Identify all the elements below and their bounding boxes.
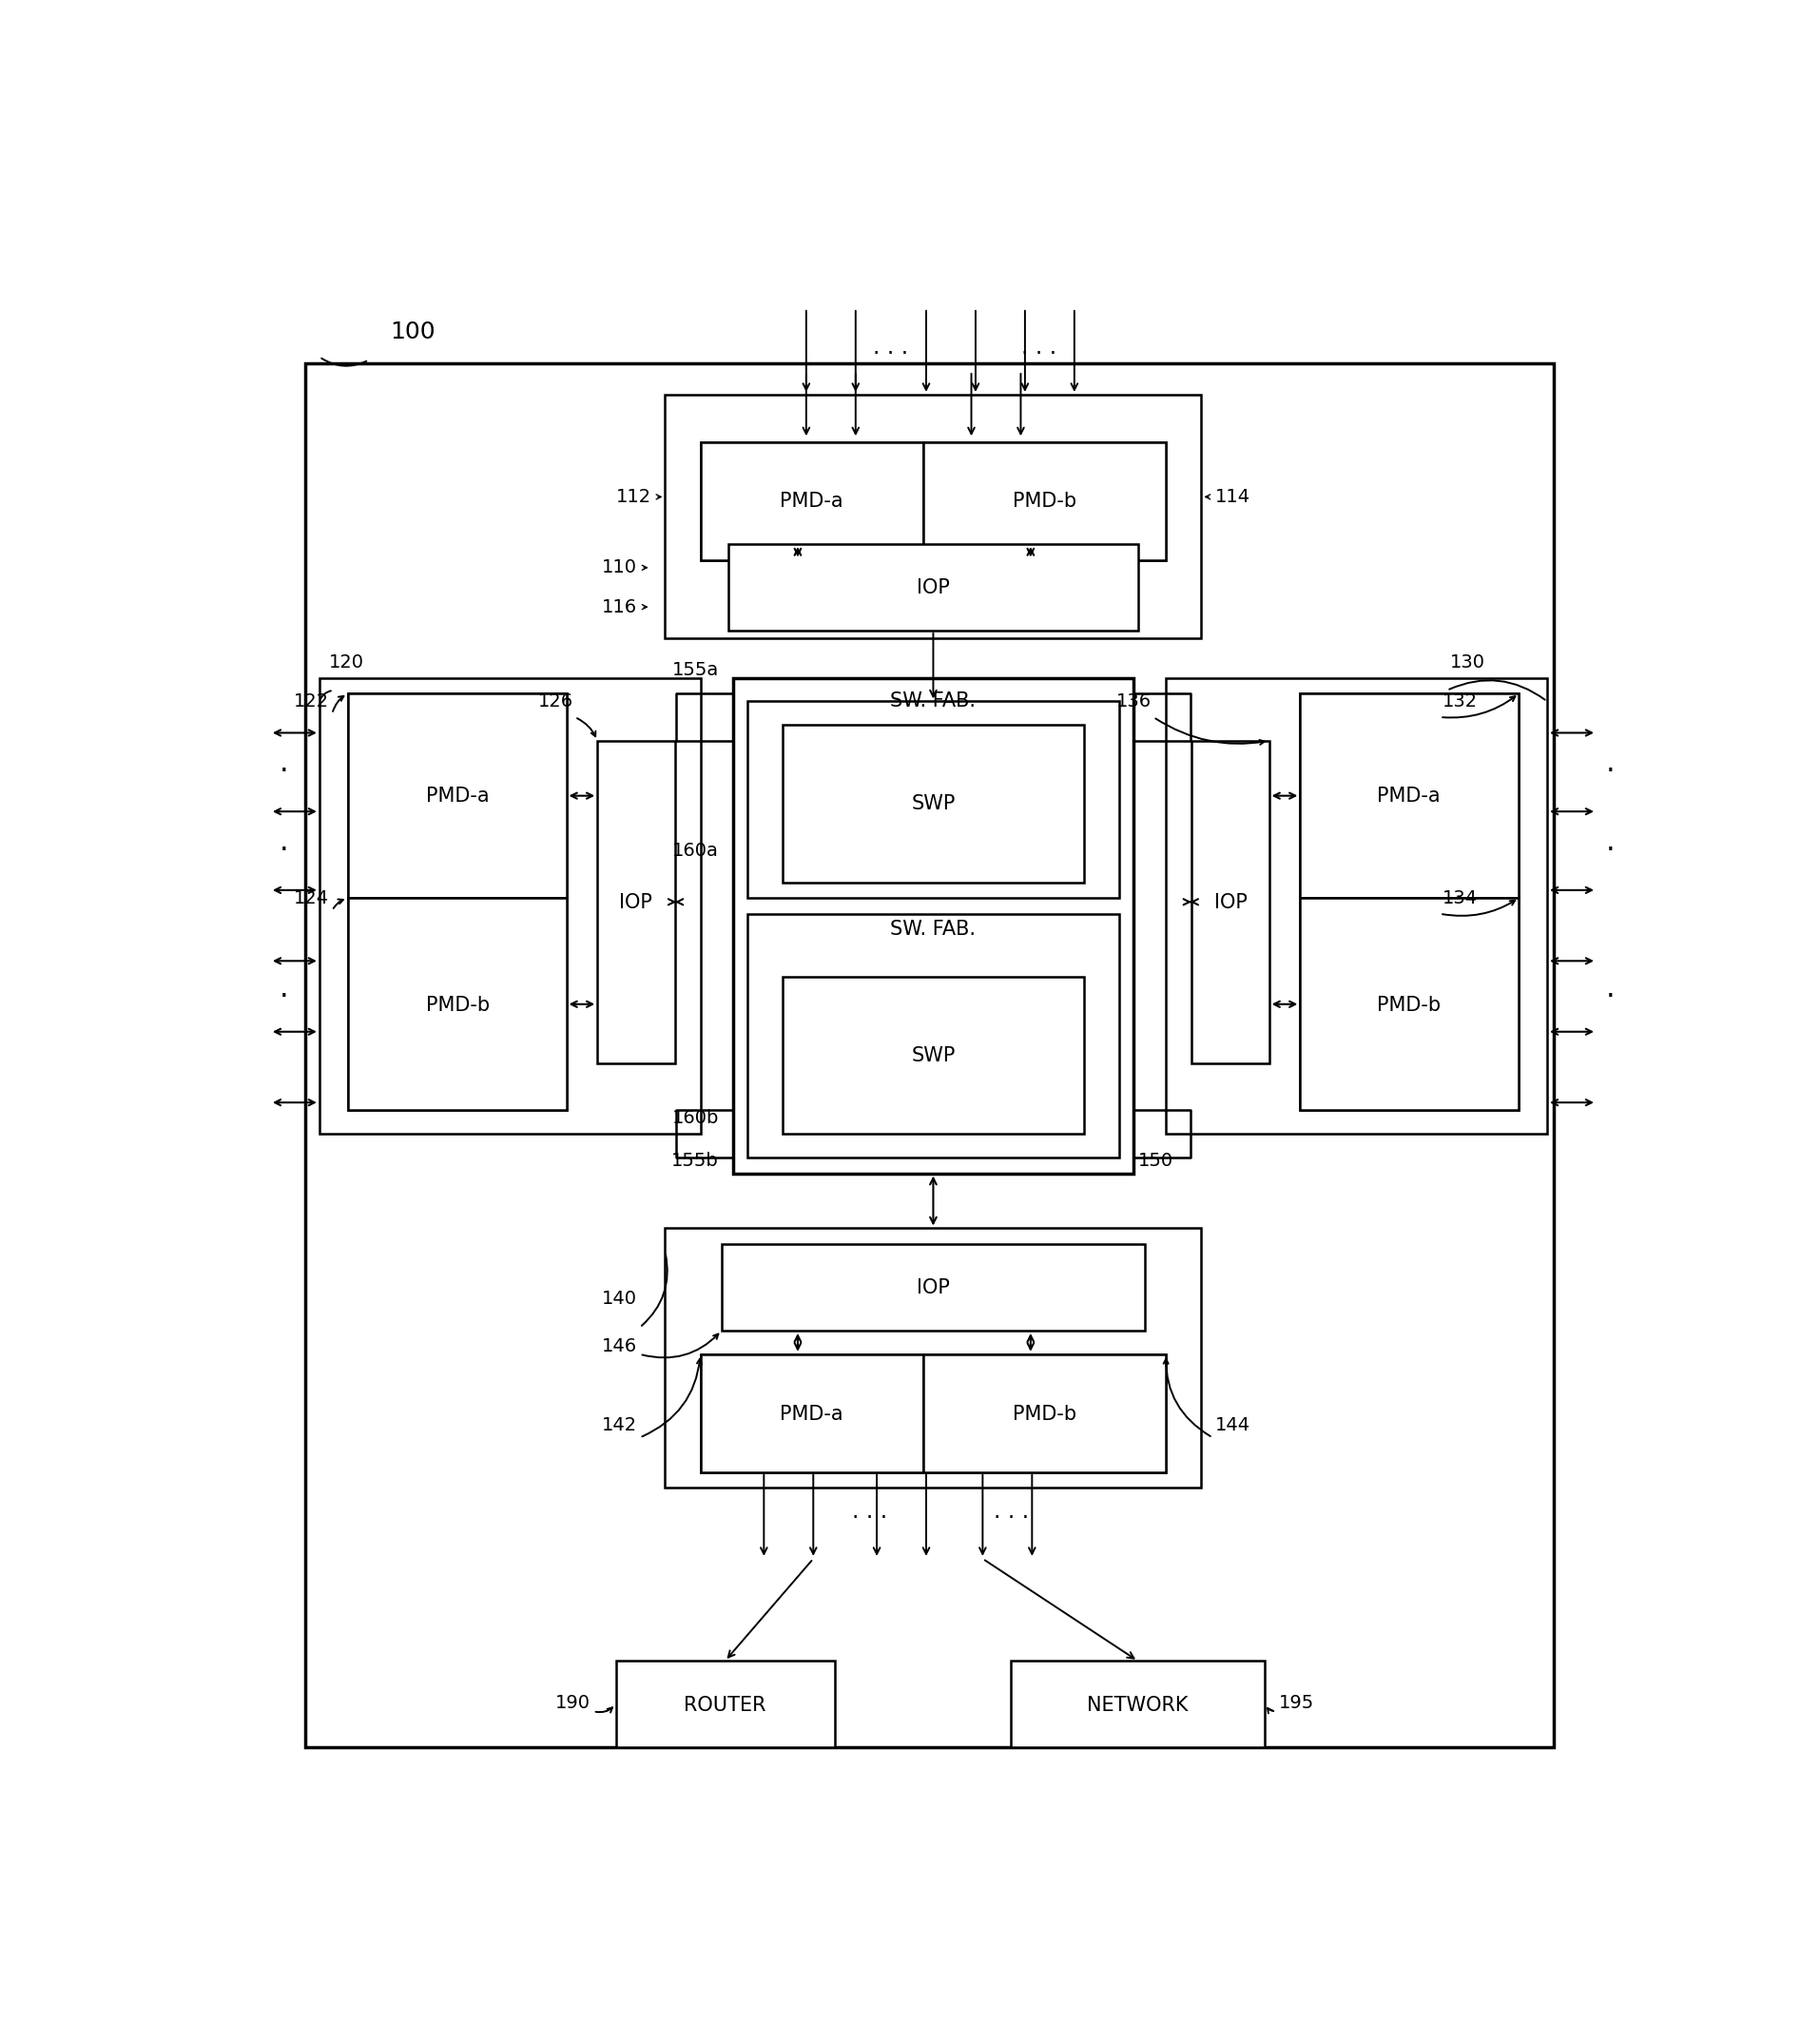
Text: 146: 146 [601,1338,637,1355]
Bar [746,701,1119,899]
Text: 190: 190 [555,1694,590,1712]
Text: ·: · [278,983,289,1011]
Bar [348,899,566,1111]
Bar [1299,693,1518,899]
Bar [701,1355,1165,1473]
Bar [721,1244,1145,1330]
Text: 160b: 160b [672,1109,719,1128]
Bar [306,364,1552,1747]
Text: NETWORK: NETWORK [1087,1696,1188,1714]
Text: 134: 134 [1441,889,1478,907]
Text: SW. FAB.: SW. FAB. [890,919,976,940]
Bar [348,693,566,1111]
Text: PMD-b: PMD-b [426,995,490,1015]
Bar [1165,678,1547,1134]
Text: SWP: SWP [910,1046,956,1064]
Text: PMD-a: PMD-a [1376,787,1440,805]
Text: SWP: SWP [910,795,956,813]
Text: ·: · [1605,758,1614,787]
Text: . . .: . . . [874,335,908,360]
Bar [923,1355,1165,1473]
Text: IOP: IOP [915,578,950,599]
Bar [732,678,1134,1173]
Text: ·: · [278,838,289,864]
Text: 126: 126 [537,693,573,711]
Bar [701,441,923,560]
Bar [1299,693,1518,1111]
Text: ·: · [1605,838,1614,864]
Text: PMD-b: PMD-b [1012,1404,1076,1424]
Bar [923,441,1165,560]
Text: 150: 150 [1138,1152,1172,1171]
Text: . . .: . . . [992,1500,1028,1522]
Text: 142: 142 [601,1416,637,1434]
Text: . . .: . . . [852,1500,886,1522]
Text: 155a: 155a [672,660,719,678]
Text: PMD-b: PMD-b [1376,995,1440,1015]
Text: 120: 120 [329,654,364,670]
Bar [746,913,1119,1158]
Text: 124: 124 [293,889,329,907]
Text: ·: · [278,758,289,787]
Text: . . .: . . . [1021,335,1056,360]
Bar [701,441,1165,560]
Bar [348,693,566,899]
Text: 122: 122 [293,693,329,711]
Bar [664,394,1201,637]
Text: PMD-a: PMD-a [779,1404,843,1424]
Text: 160a: 160a [672,842,719,860]
Text: PMD-a: PMD-a [426,787,490,805]
Bar [1010,1661,1265,1747]
Text: 110: 110 [601,558,637,576]
Text: IOP: IOP [915,1279,950,1297]
Text: IOP: IOP [619,893,652,913]
Text: 132: 132 [1441,693,1478,711]
Text: 155b: 155b [672,1152,719,1171]
Text: 144: 144 [1216,1416,1250,1434]
Text: IOP: IOP [1214,893,1247,913]
Bar [701,1355,923,1473]
Text: 116: 116 [601,599,637,617]
Text: ·: · [1605,983,1614,1011]
Bar [615,1661,834,1747]
Text: ROUTER: ROUTER [682,1696,764,1714]
Bar [783,977,1083,1134]
Text: 114: 114 [1216,488,1250,507]
Text: 195: 195 [1278,1694,1314,1712]
Bar [728,543,1138,631]
Text: 140: 140 [601,1289,637,1308]
Text: 136: 136 [1116,693,1152,711]
Text: 100: 100 [389,321,435,343]
Bar [1299,899,1518,1111]
Bar [664,1228,1201,1487]
Text: 112: 112 [615,488,652,507]
Bar [783,725,1083,883]
Text: PMD-a: PMD-a [779,492,843,511]
Text: 130: 130 [1449,654,1483,670]
Bar [1190,742,1269,1062]
Bar [597,742,675,1062]
Text: SW. FAB.: SW. FAB. [890,693,976,711]
Text: PMD-b: PMD-b [1012,492,1076,511]
Bar [318,678,701,1134]
